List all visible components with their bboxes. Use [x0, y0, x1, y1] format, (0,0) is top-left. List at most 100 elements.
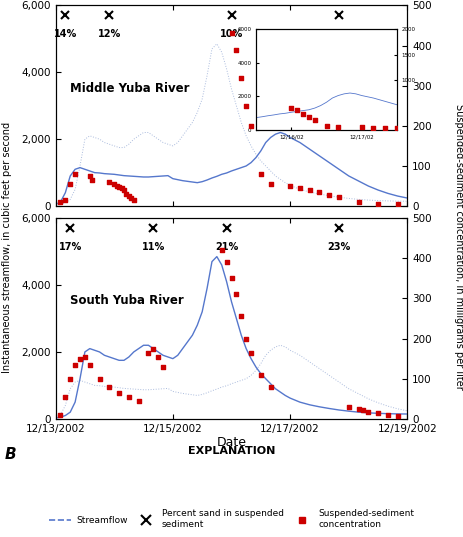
Point	[120, 122, 128, 131]
Point	[355, 404, 362, 413]
Point	[96, 374, 103, 383]
Point	[130, 196, 138, 205]
Point	[267, 382, 274, 391]
Point	[115, 388, 123, 397]
Point	[71, 360, 79, 369]
Point	[128, 194, 135, 202]
Point	[159, 124, 166, 132]
Point	[82, 125, 90, 134]
Point	[358, 123, 365, 132]
Point	[113, 182, 120, 190]
Point	[162, 124, 169, 133]
Point	[311, 115, 319, 124]
Point	[287, 182, 294, 190]
Point	[218, 246, 225, 255]
Point	[228, 274, 235, 282]
Text: Instantaneous streamflow, in cubic feet per second: Instantaneous streamflow, in cubic feet …	[2, 121, 12, 373]
Point	[384, 411, 392, 419]
Point	[335, 123, 342, 132]
Text: B: B	[5, 447, 16, 462]
Point	[164, 124, 172, 133]
Point	[125, 192, 132, 200]
Point	[115, 183, 123, 191]
Point	[57, 198, 64, 206]
Point	[370, 124, 377, 132]
Point	[288, 104, 295, 113]
Point	[243, 101, 250, 110]
Point	[168, 125, 175, 133]
Point	[393, 124, 400, 132]
Text: 17%: 17%	[59, 242, 82, 251]
Text: 5%: 5%	[331, 29, 347, 39]
Point	[86, 172, 94, 180]
Point	[345, 403, 352, 411]
Point	[300, 110, 307, 118]
Point	[243, 334, 250, 343]
Point	[125, 393, 132, 401]
Point	[67, 374, 74, 383]
Point	[71, 170, 79, 178]
Point	[153, 123, 160, 132]
Point	[394, 200, 401, 208]
Point	[316, 188, 323, 197]
Point	[305, 113, 313, 121]
Point	[238, 74, 245, 82]
Point	[111, 180, 118, 188]
Text: South Yuba River: South Yuba River	[69, 294, 183, 307]
Point	[150, 123, 157, 132]
Point	[296, 184, 304, 192]
Text: 11%: 11%	[142, 242, 165, 251]
Text: 12%: 12%	[98, 29, 121, 39]
Point	[355, 198, 362, 206]
Point	[155, 352, 162, 361]
Point	[405, 124, 413, 133]
Point	[141, 122, 149, 131]
Point	[123, 190, 130, 198]
Point	[67, 180, 74, 188]
Point	[382, 124, 389, 132]
Point	[257, 170, 264, 178]
Text: Suspended-sediment concentration, in milligrams per liter: Suspended-sediment concentration, in mil…	[454, 104, 463, 390]
Point	[335, 193, 343, 201]
Point	[440, 125, 448, 134]
Point	[156, 124, 163, 132]
Text: 23%: 23%	[327, 242, 350, 251]
Text: Middle Yuba River: Middle Yuba River	[69, 82, 189, 95]
Point	[325, 191, 333, 199]
Point	[120, 186, 128, 194]
Point	[394, 411, 401, 420]
Point	[106, 382, 113, 391]
Point	[81, 352, 88, 361]
Point	[62, 196, 69, 205]
Point	[94, 123, 101, 132]
Point	[135, 396, 142, 405]
Point	[76, 354, 84, 363]
Point	[375, 409, 382, 417]
Point	[88, 176, 96, 184]
Point	[228, 29, 235, 38]
Text: EXPLANATION: EXPLANATION	[188, 446, 275, 456]
Point	[360, 406, 367, 415]
Point	[375, 200, 382, 208]
Point	[306, 186, 313, 194]
Point	[118, 184, 125, 192]
Point	[238, 312, 245, 321]
Point	[323, 121, 330, 130]
Text: 14%: 14%	[54, 29, 77, 39]
Point	[150, 344, 157, 353]
Point	[106, 178, 113, 186]
Point	[233, 45, 240, 54]
Point	[294, 106, 301, 114]
Point	[267, 180, 274, 188]
Point	[233, 290, 240, 299]
Text: 10%: 10%	[220, 29, 243, 39]
Point	[247, 349, 255, 357]
Point	[170, 125, 178, 133]
Point	[118, 122, 125, 130]
Point	[57, 411, 64, 419]
Point	[62, 393, 69, 401]
Point	[247, 121, 255, 130]
Legend: Streamflow, Percent sand in suspended
sediment, Suspended-sediment
concentration: Streamflow, Percent sand in suspended se…	[45, 506, 418, 533]
Point	[159, 362, 167, 371]
Text: 21%: 21%	[215, 242, 238, 251]
